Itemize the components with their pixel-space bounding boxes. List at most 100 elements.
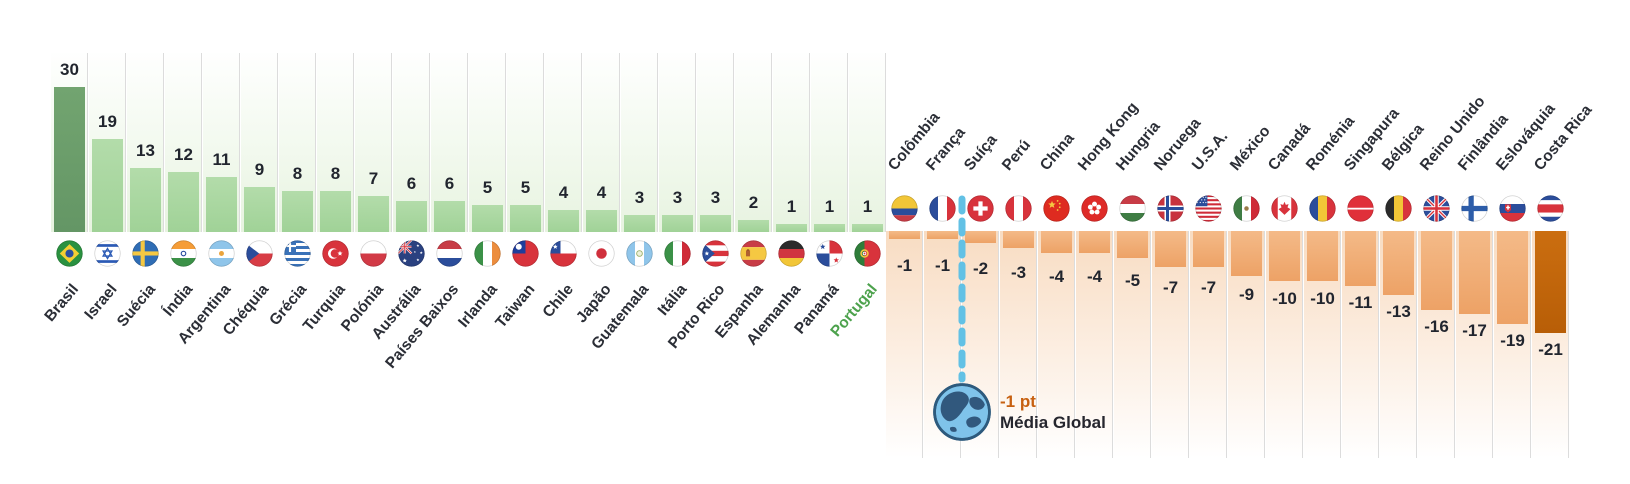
bar-paises-baixos [434, 200, 465, 232]
value-label-colombia: -1 [896, 255, 913, 275]
country-label-china: China [1036, 130, 1078, 174]
alemanha-flag-icon [778, 239, 805, 267]
column-track-alemanha [773, 53, 810, 232]
bar-espanha [738, 219, 769, 232]
value-label-turquia: 8 [330, 164, 341, 184]
value-label-mexico: -9 [1238, 285, 1255, 305]
country-label-india: Índia [160, 281, 197, 320]
value-label-romenia: -10 [1310, 289, 1335, 309]
value-label-guatemala: 3 [634, 187, 645, 207]
bar-taiwan [510, 205, 541, 232]
irlanda-flag-icon [474, 239, 501, 267]
bar-portugal [852, 224, 883, 232]
bar-usa [1193, 231, 1224, 268]
bar-panama [814, 224, 845, 232]
column-track-taiwan [507, 53, 544, 232]
value-label-porto-rico: 3 [710, 187, 721, 207]
value-label-belgica: -13 [1386, 302, 1411, 322]
value-label-china: -4 [1048, 266, 1065, 286]
value-label-taiwan: 5 [520, 178, 531, 198]
romenia-flag-icon [1309, 194, 1336, 222]
value-label-israel: 19 [98, 112, 117, 132]
porto-rico-flag-icon [702, 239, 729, 267]
column-track-colombia [886, 231, 923, 458]
value-label-australia: 6 [406, 173, 417, 193]
value-label-argentina: 11 [212, 150, 231, 170]
bar-grecia [282, 191, 313, 232]
column-track-peru [1000, 231, 1037, 458]
country-label-brasil: Brasil [41, 281, 83, 325]
bar-belgica [1383, 231, 1414, 296]
colombia-flag-icon [891, 194, 918, 222]
column-track-noruega [1152, 231, 1189, 458]
franca-flag-icon [929, 194, 956, 222]
value-label-hungria: -5 [1124, 270, 1141, 290]
panama-flag-icon [816, 239, 843, 267]
value-label-singapura: -11 [1348, 292, 1373, 312]
suica-flag-icon [967, 194, 994, 222]
mexico-flag-icon [1233, 194, 1260, 222]
grecia-flag-icon [284, 239, 311, 267]
israel-flag-icon [94, 239, 121, 267]
bar-australia [396, 200, 427, 232]
column-track-japao [583, 53, 620, 232]
espanha-flag-icon [740, 239, 767, 267]
bar-porto-rico [700, 214, 731, 232]
country-label-suecia: Suécia [113, 281, 159, 331]
bar-peru [1003, 231, 1034, 249]
polonia-flag-icon [360, 239, 387, 267]
value-label-panama: 1 [824, 197, 835, 217]
globe-icon [933, 383, 991, 441]
bar-japao [586, 210, 617, 232]
brasil-flag-icon [56, 239, 83, 267]
value-label-finlandia: -17 [1462, 321, 1487, 341]
bar-mexico [1231, 231, 1262, 277]
peru-flag-icon [1005, 194, 1032, 222]
hungria-flag-icon [1119, 194, 1146, 222]
value-label-alemanha: 1 [786, 197, 797, 217]
guatemala-flag-icon [626, 239, 653, 267]
bar-colombia [889, 231, 920, 239]
bar-suecia [130, 167, 161, 232]
bar-guatemala [624, 214, 655, 232]
column-track-china [1038, 231, 1075, 458]
value-label-suecia: 13 [136, 140, 155, 160]
country-label-suica: Suíça [960, 131, 1001, 174]
bar-india [168, 172, 199, 232]
value-label-peru: -3 [1010, 263, 1027, 283]
portugal-flag-icon [854, 239, 881, 267]
bar-chile [548, 210, 579, 232]
value-label-polonia: 7 [368, 168, 379, 188]
bar-romenia [1307, 231, 1338, 282]
value-label-franca: -1 [934, 255, 951, 275]
value-label-canada: -10 [1272, 289, 1297, 309]
value-label-japao: 4 [596, 183, 607, 203]
china-flag-icon [1043, 194, 1070, 222]
hong-kong-flag-icon [1081, 194, 1108, 222]
bar-canada [1269, 231, 1300, 282]
costa-rica-flag-icon [1537, 194, 1564, 222]
belgica-flag-icon [1385, 194, 1412, 222]
country-label-irlanda: Irlanda [454, 281, 501, 331]
column-track-hungria [1114, 231, 1151, 458]
value-label-italia: 3 [672, 187, 683, 207]
taiwan-flag-icon [512, 239, 539, 267]
bar-argentina [206, 177, 237, 232]
bar-turquia [320, 191, 351, 232]
bar-irlanda [472, 205, 503, 232]
suecia-flag-icon [132, 239, 159, 267]
country-label-mexico: México [1226, 122, 1274, 174]
bar-alemanha [776, 224, 807, 232]
global-average-value: -1 pt [1000, 392, 1036, 411]
finlandia-flag-icon [1461, 194, 1488, 222]
bar-eslovaquia [1497, 231, 1528, 324]
value-label-costa-rica: -21 [1538, 340, 1563, 360]
column-track-portugal [849, 53, 886, 232]
column-track-chile [545, 53, 582, 232]
bar-brasil [54, 87, 85, 232]
global-average-annotation: -1 pt Média Global [1000, 391, 1106, 433]
country-label-chile: Chile [539, 281, 577, 321]
bar-franca [927, 231, 958, 239]
value-label-grecia: 8 [292, 164, 303, 184]
value-label-espanha: 2 [748, 192, 759, 212]
